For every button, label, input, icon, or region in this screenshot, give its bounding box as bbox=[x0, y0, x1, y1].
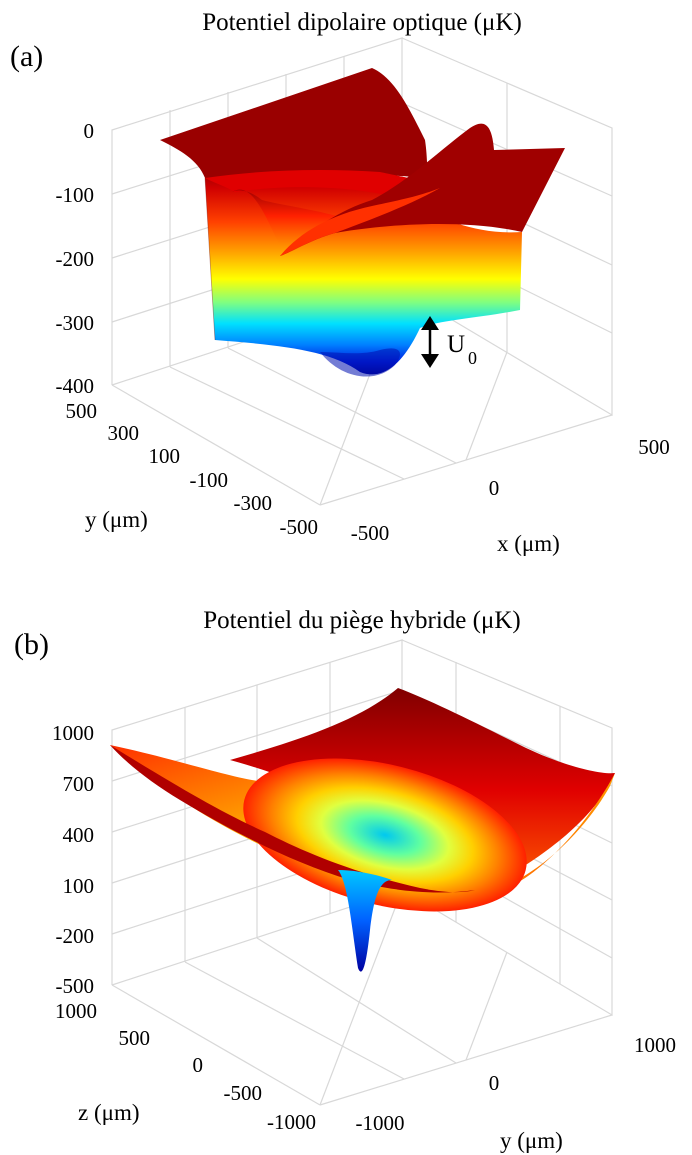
u0-label: U bbox=[447, 331, 465, 358]
surface-a-inner-bump bbox=[232, 189, 350, 255]
u0-annotation: U 0 bbox=[421, 316, 477, 368]
panel-b-title: Potentiel du piège hybride (μK) bbox=[203, 607, 521, 634]
y-tick-label: 500 bbox=[119, 1026, 151, 1050]
panel-a-label: (a) bbox=[10, 40, 43, 73]
z-tick-label: 700 bbox=[63, 772, 95, 796]
panel-a-y-ticks: 500 300 100 -100 -300 -500 bbox=[66, 399, 319, 539]
panel-b-label: (b) bbox=[14, 628, 49, 661]
panel-a-title: Potentiel dipolaire optique (μK) bbox=[202, 9, 522, 36]
y-tick-label: -300 bbox=[234, 491, 273, 515]
x-tick-label: -1000 bbox=[356, 1111, 405, 1135]
x-tick-label: -500 bbox=[351, 521, 390, 545]
panel-b-xlabel: y (μm) bbox=[500, 1128, 563, 1153]
y-tick-label: -500 bbox=[280, 515, 319, 539]
y-tick-label: 1000 bbox=[55, 999, 97, 1023]
u0-subscript: 0 bbox=[468, 348, 477, 368]
surface-a-back-fold bbox=[205, 170, 431, 205]
panel-a-ylabel: y (μm) bbox=[85, 507, 148, 532]
z-tick-label: -300 bbox=[56, 311, 95, 335]
y-tick-label: 300 bbox=[108, 421, 140, 445]
z-tick-label: -500 bbox=[56, 974, 95, 998]
z-tick-label: 0 bbox=[84, 119, 95, 143]
panel-b-x-ticks: -1000 0 1000 bbox=[356, 1033, 677, 1135]
x-tick-label: 1000 bbox=[634, 1033, 676, 1057]
panel-b-surface bbox=[110, 688, 615, 972]
panel-a-optical-dipole-potential: (a) Potentiel dipolaire optique (μK) bbox=[10, 9, 670, 556]
surface-a-dip-shading bbox=[320, 348, 400, 377]
panel-b-hybrid-trap-potential: (b) Potentiel du piège hybride (μK) bbox=[14, 607, 676, 1153]
panel-b-z-ticks: 1000 700 400 100 -200 -500 bbox=[52, 721, 94, 998]
panel-a-surface bbox=[160, 68, 565, 377]
z-tick-label: -100 bbox=[56, 183, 95, 207]
z-tick-label: -400 bbox=[56, 374, 95, 398]
x-tick-label: 0 bbox=[489, 476, 500, 500]
x-tick-label: 500 bbox=[638, 435, 670, 459]
panel-b-ylabel: z (μm) bbox=[78, 1100, 140, 1125]
panel-a-xlabel: x (μm) bbox=[497, 531, 560, 556]
y-tick-label: -1000 bbox=[267, 1110, 316, 1134]
surface-a-plateau-edge bbox=[204, 177, 216, 341]
z-tick-label: 100 bbox=[63, 874, 95, 898]
panel-a-x-ticks: -500 0 500 bbox=[351, 435, 670, 545]
y-tick-label: 500 bbox=[66, 399, 98, 423]
z-tick-label: 400 bbox=[63, 823, 95, 847]
surface-a-back-plateau bbox=[160, 68, 430, 180]
surface-b-bowl bbox=[243, 758, 527, 912]
y-tick-label: -500 bbox=[224, 1081, 263, 1105]
y-tick-label: 100 bbox=[149, 444, 181, 468]
z-tick-label: -200 bbox=[56, 247, 95, 271]
y-tick-label: -100 bbox=[190, 468, 229, 492]
surface-b-well bbox=[338, 870, 392, 972]
surface-a-ridge-face bbox=[280, 188, 440, 256]
panel-a-z-ticks: 0 -100 -200 -300 -400 bbox=[56, 119, 95, 398]
z-tick-label: -200 bbox=[56, 924, 95, 948]
y-tick-label: 0 bbox=[193, 1053, 204, 1077]
z-tick-label: 1000 bbox=[52, 721, 94, 745]
panel-b-y-ticks: 1000 500 0 -500 -1000 bbox=[55, 999, 316, 1134]
x-tick-label: 0 bbox=[489, 1071, 500, 1095]
